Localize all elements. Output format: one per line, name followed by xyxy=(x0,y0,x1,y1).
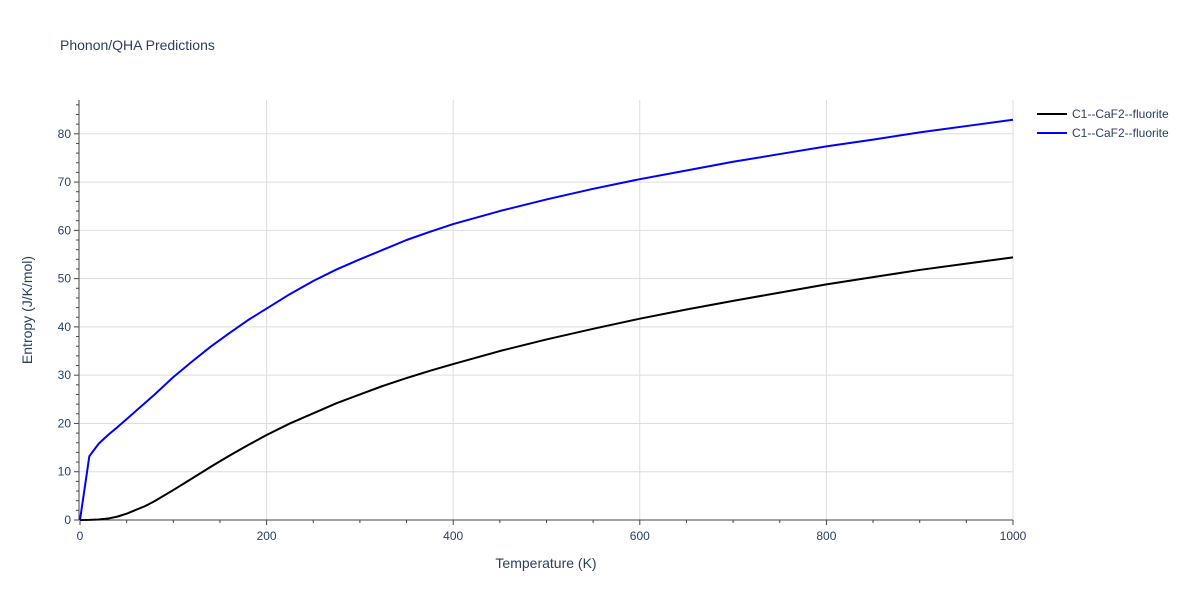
y-tick-label: 10 xyxy=(58,465,72,479)
legend-label: C1--CaF2--fluorite xyxy=(1072,126,1169,140)
legend-item-1[interactable]: C1--CaF2--fluorite xyxy=(1037,107,1169,121)
y-tick-label: 50 xyxy=(58,272,72,286)
x-tick-label: 400 xyxy=(443,529,463,543)
y-axis-title: Entropy (J/K/mol) xyxy=(19,256,35,364)
x-axis-title: Temperature (K) xyxy=(495,555,596,571)
y-tick-label: 60 xyxy=(58,223,72,237)
axes: 0 200 400 600 800 1000 0 10 20 30 40 50 60 70 80 xyxy=(58,100,1027,543)
y-tick-label: 20 xyxy=(58,416,72,430)
legend-item-2[interactable]: C1--CaF2--fluorite xyxy=(1037,126,1169,140)
x-tick-label: 0 xyxy=(77,529,84,543)
y-tick-label: 70 xyxy=(58,175,72,189)
y-tick-label: 40 xyxy=(58,320,72,334)
series-line-2 xyxy=(79,118,1014,521)
y-tick-label: 0 xyxy=(64,513,71,527)
series-line-1 xyxy=(79,256,1014,521)
y-tick-label: 80 xyxy=(58,127,72,141)
x-tick-label: 200 xyxy=(257,529,277,543)
legend-label: C1--CaF2--fluorite xyxy=(1072,107,1169,121)
chart-title: Phonon/QHA Predictions xyxy=(60,37,215,53)
x-tick-label: 600 xyxy=(630,529,650,543)
x-tick-label: 1000 xyxy=(1000,529,1027,543)
y-tick-label: 30 xyxy=(58,368,72,382)
legend[interactable]: C1--CaF2--fluorite C1--CaF2--fluorite xyxy=(1037,107,1169,140)
x-tick-label: 800 xyxy=(816,529,836,543)
series-lines xyxy=(79,118,1014,521)
